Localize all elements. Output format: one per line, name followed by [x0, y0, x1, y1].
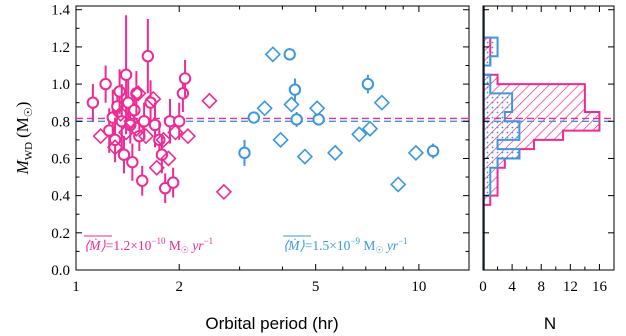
- data-point-diamond-low: [123, 113, 140, 130]
- data-point-circle-high: [290, 113, 303, 126]
- data-point-circle-low: [117, 148, 131, 161]
- y-tick-label: 0.8: [51, 114, 70, 130]
- histogram-x-tick-label: 8: [537, 279, 545, 295]
- data-point-circle-high: [288, 83, 302, 96]
- histogram-data-layer: [483, 6, 614, 270]
- histogram-fill-high: [483, 37, 520, 196]
- data-point-diamond-low: [155, 131, 172, 148]
- data-point-circle-low: [166, 176, 180, 189]
- x-tick-label: 10: [411, 279, 426, 295]
- data-point-circle-low: [86, 96, 100, 109]
- data-point-diamond-high: [296, 148, 313, 165]
- y-tick-label: 1.4: [51, 3, 70, 19]
- data-point-circle-low: [99, 77, 112, 91]
- y-tick-label: 0.6: [51, 151, 70, 167]
- main-data-layer: [76, 15, 469, 204]
- histogram-x-tick-label: 0: [479, 279, 487, 295]
- y-tick-label: 0.2: [51, 226, 70, 242]
- data-point-diamond-high: [283, 96, 300, 113]
- data-point-diamond-low: [167, 124, 184, 141]
- histogram-x-tick-label: 16: [592, 279, 608, 295]
- data-point-circle-high: [238, 146, 251, 160]
- histogram-panel: 0 4 8 12 16 N: [479, 5, 615, 333]
- data-point-diamond-high: [327, 144, 344, 162]
- annotation-low-accretion: ⟨Ṁ⟩=1.2×10−10 M☉ yr−1: [84, 236, 213, 255]
- data-point-diamond-low: [137, 128, 155, 145]
- histogram-plot-frame: [482, 5, 615, 271]
- data-point-diamond-high: [407, 144, 425, 162]
- data-point-circle-high: [247, 111, 260, 124]
- histogram-x-tick-label: 12: [563, 279, 578, 295]
- data-point-diamond-low: [112, 105, 129, 122]
- data-point-circle-low: [130, 87, 143, 100]
- data-point-circle-low: [141, 49, 155, 63]
- data-point-diamond-low: [128, 120, 145, 137]
- histogram-outline-high: [483, 36, 521, 197]
- x-tick-label: 1: [72, 279, 80, 295]
- data-point-diamond-high: [351, 126, 368, 143]
- data-point-circle-low: [119, 68, 133, 81]
- histogram-tick-layer: 0 4 8 12 16: [479, 6, 614, 295]
- data-point-circle-low: [126, 155, 139, 169]
- data-point-circle-low: [136, 174, 149, 187]
- x-axis-title: Orbital period (hr): [205, 314, 338, 333]
- y-tick-label: 0.4: [51, 189, 70, 205]
- data-point-diamond-low: [179, 128, 197, 145]
- y-tick-label: 0.0: [51, 263, 70, 279]
- histogram-x-tick-label: 4: [508, 279, 516, 295]
- data-point-circle-high: [361, 77, 375, 91]
- data-point-circle-low: [173, 115, 186, 128]
- x-tick-label: 2: [175, 279, 183, 295]
- y-axis-title: MWD(M☉): [13, 102, 35, 176]
- data-point-diamond-high: [373, 94, 391, 111]
- data-point-diamond-high: [264, 46, 281, 63]
- y-tick-label: 1.2: [51, 40, 70, 56]
- main-tick-layer: 1 2 5 10 0.0 0.2 0.4 0.6 0.8 1.0 1.2 1.4: [51, 3, 469, 295]
- histogram-x-axis-title: N: [544, 314, 556, 333]
- data-point-diamond-low: [148, 159, 165, 176]
- x-tick-label: 5: [312, 279, 320, 295]
- data-point-circle-high: [426, 144, 440, 158]
- data-point-circle-low: [178, 72, 192, 85]
- y-tick-label: 1.0: [51, 77, 70, 93]
- annotation-high-accretion: ⟨Ṁ⟩=1.5×10−9 M☉ yr−1: [283, 236, 408, 255]
- data-point-diamond-high: [361, 120, 379, 137]
- data-point-diamond-low: [92, 128, 109, 145]
- data-point-diamond-low: [106, 139, 124, 156]
- data-point-circle-low: [113, 85, 126, 98]
- data-point-diamond-high: [272, 131, 289, 148]
- data-point-diamond-high: [309, 100, 326, 117]
- data-point-diamond-low: [215, 183, 233, 201]
- data-point-diamond-low: [130, 85, 147, 102]
- data-point-diamond-low: [201, 92, 218, 109]
- data-point-diamond-low: [145, 90, 162, 108]
- main-panel: 1 2 5 10 0.0 0.2 0.4 0.6 0.8 1.0 1.2 1.4 Orbital pe…: [13, 3, 470, 333]
- data-point-diamond-low: [160, 150, 177, 167]
- data-point-diamond-high: [256, 100, 273, 117]
- main-plot-frame: [75, 5, 470, 271]
- data-point-circle-high: [283, 48, 296, 61]
- data-point-diamond-high: [390, 176, 407, 193]
- data-point-circle-high: [312, 113, 325, 126]
- data-point-circle-low: [176, 87, 190, 100]
